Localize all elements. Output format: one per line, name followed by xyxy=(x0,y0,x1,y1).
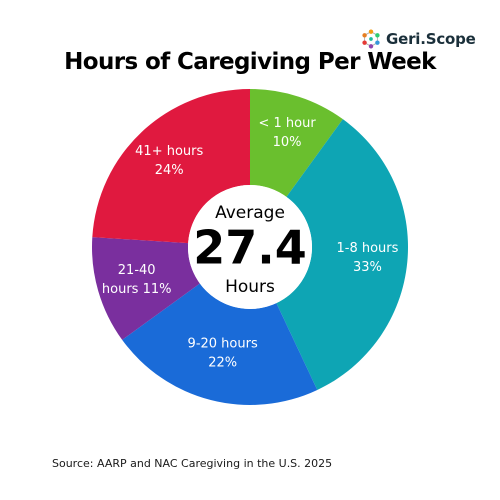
molecule-icon xyxy=(362,29,380,49)
center-value: 27.4 xyxy=(193,221,307,275)
source-note: Source: AARP and NAC Caregiving in the U… xyxy=(52,457,333,470)
brand-logo: Geri.Scope xyxy=(360,27,490,51)
slice-label-1-1: 33% xyxy=(353,260,382,275)
slice-0 xyxy=(250,89,343,197)
slice-2 xyxy=(122,283,318,405)
center-label-average: Average xyxy=(215,203,285,223)
slice-1 xyxy=(276,119,408,390)
donut-hole xyxy=(188,185,312,309)
slice-4 xyxy=(92,89,251,244)
slice-label-3-0: 21-40 xyxy=(118,263,156,278)
slice-3 xyxy=(92,237,200,340)
chart-title: Hours of Caregiving Per Week xyxy=(64,49,436,75)
logo-text: Geri.Scope xyxy=(386,30,476,48)
slice-label-4-1: 24% xyxy=(155,163,184,178)
center-label-hours: Hours xyxy=(225,277,275,297)
slice-label-0-0: < 1 hour xyxy=(258,116,316,131)
slice-label-3-1: hours 11% xyxy=(102,282,172,297)
slice-label-2-0: 9-20 hours xyxy=(188,337,258,352)
slice-label-1-0: 1-8 hours xyxy=(337,241,399,256)
slice-label-2-1: 22% xyxy=(208,356,237,371)
slice-label-0-1: 10% xyxy=(273,135,302,150)
slice-label-4-0: 41+ hours xyxy=(135,144,203,159)
